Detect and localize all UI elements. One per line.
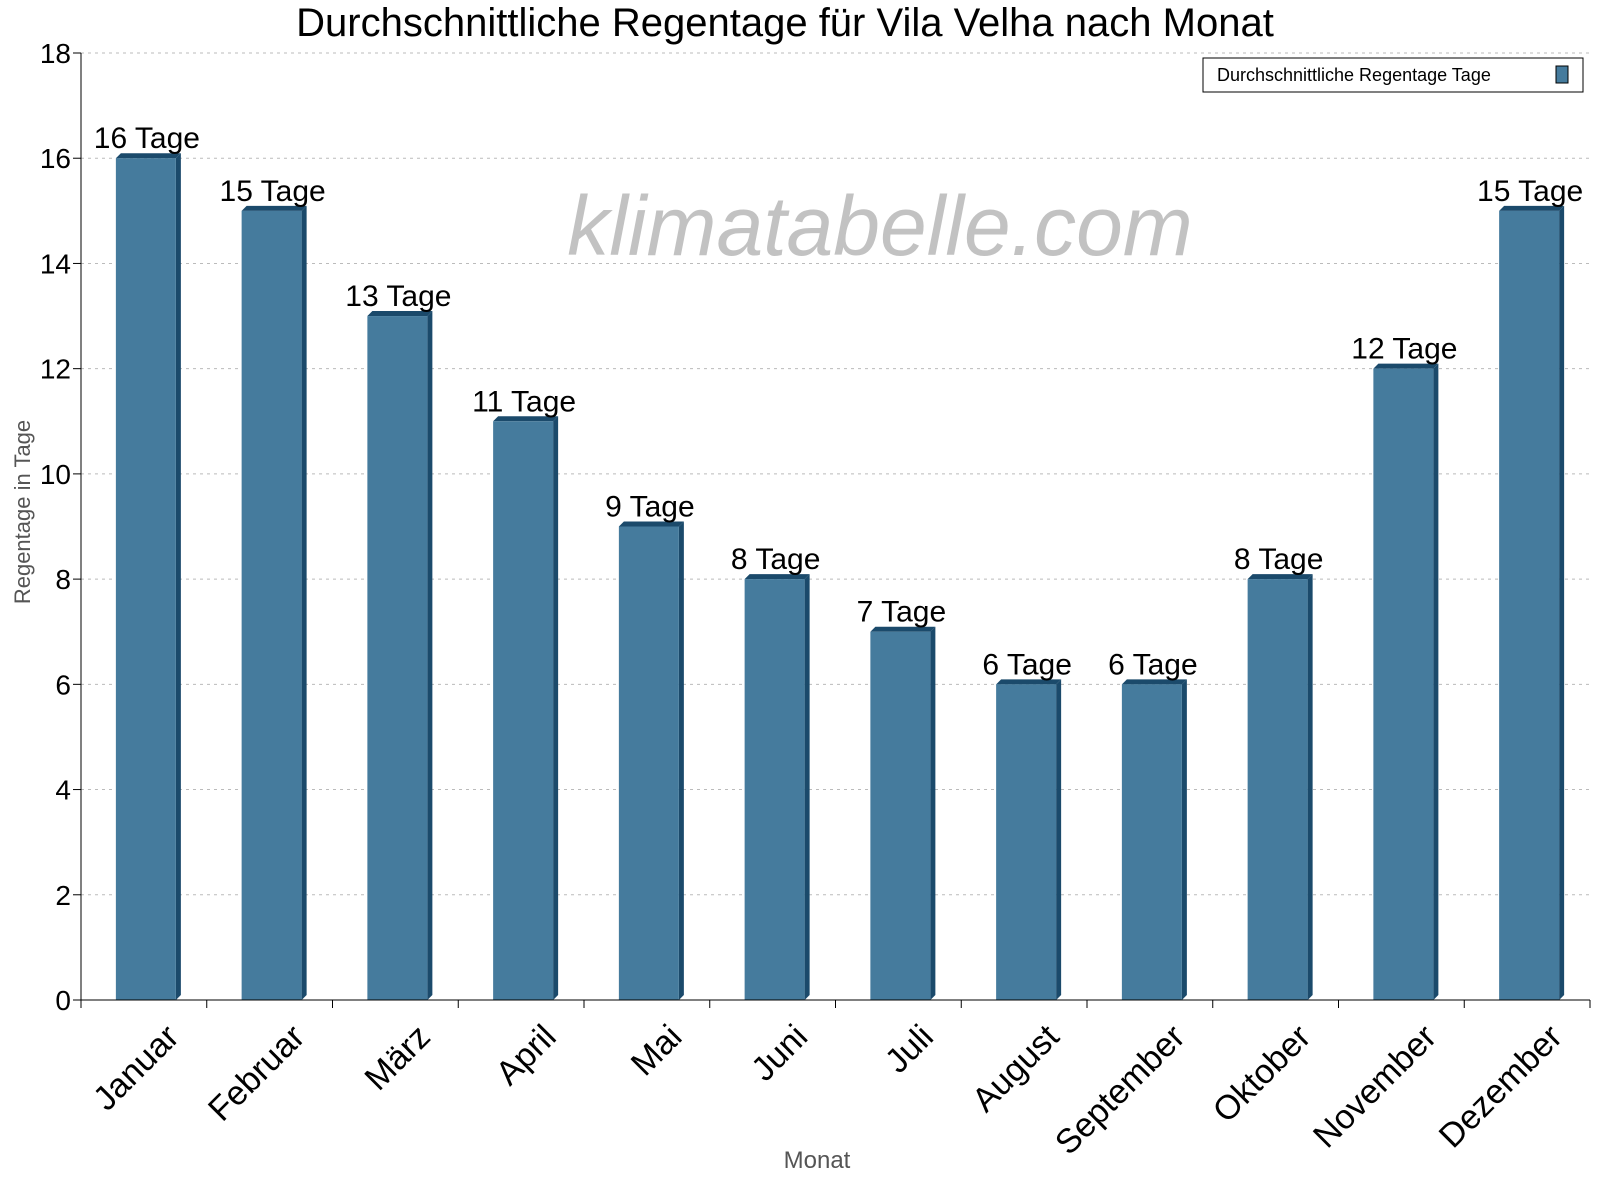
x-axis-label: Monat	[784, 1147, 851, 1174]
data-label: 9 Tage	[605, 491, 695, 524]
bar-group: 15 Tage	[1477, 175, 1583, 1001]
x-tick-label: Juni	[744, 1018, 815, 1089]
y-tick-label: 14	[40, 248, 71, 279]
bar-top	[493, 416, 559, 422]
bar	[744, 579, 805, 1000]
bar-side	[1181, 679, 1187, 1000]
data-label: 13 Tage	[345, 280, 451, 313]
data-label: 15 Tage	[1477, 175, 1583, 208]
bar-top	[618, 521, 684, 527]
bar-group: 7 Tage	[857, 596, 947, 1000]
bar-top	[241, 205, 307, 211]
bar	[241, 210, 302, 1001]
bar-side	[553, 416, 559, 1000]
data-label: 15 Tage	[220, 175, 326, 208]
bar	[996, 684, 1057, 1000]
data-label: 8 Tage	[1234, 543, 1324, 576]
bar	[618, 526, 679, 1000]
x-tick-label: April	[489, 1018, 564, 1093]
data-label: 6 Tage	[1108, 648, 1198, 681]
bar-side	[175, 153, 181, 1000]
bar	[1373, 368, 1434, 1001]
data-label: 16 Tage	[94, 122, 200, 155]
legend: Durchschnittliche Regentage Tage	[1202, 57, 1584, 93]
bar-group: 8 Tage	[1234, 543, 1324, 1000]
bar	[367, 316, 428, 1000]
bar-side	[427, 311, 433, 1000]
y-tick-label: 0	[55, 985, 71, 1016]
bar-top	[1121, 679, 1187, 685]
bar-side	[1307, 574, 1313, 1000]
bar-group: 8 Tage	[731, 543, 821, 1000]
chart-title: Durchschnittliche Regentage für Vila Vel…	[296, 1, 1274, 45]
bar	[1247, 579, 1308, 1000]
bar-top	[1373, 363, 1439, 369]
data-label: 12 Tage	[1351, 333, 1457, 366]
bar-top	[115, 153, 181, 159]
bar-group: 6 Tage	[1108, 648, 1198, 1000]
data-label: 11 Tage	[472, 385, 576, 418]
y-axis-label: Regentage in Tage	[10, 420, 35, 604]
x-tick-label: Oktober	[1206, 1018, 1318, 1130]
data-label: 6 Tage	[982, 648, 1072, 681]
legend-label: Durchschnittliche Regentage Tage	[1217, 65, 1491, 85]
x-tick-label: September	[1048, 1018, 1192, 1162]
y-tick-label: 4	[55, 775, 71, 806]
legend-swatch	[1555, 65, 1569, 84]
data-label: 7 Tage	[857, 596, 947, 629]
bar	[870, 631, 931, 1000]
bar	[493, 421, 554, 1000]
bar	[1121, 684, 1182, 1000]
bar-side	[930, 626, 936, 1000]
x-tick-label: März	[358, 1018, 438, 1098]
x-tick-label: August	[965, 1017, 1067, 1119]
y-tick-label: 6	[55, 669, 71, 700]
y-tick-label: 8	[55, 564, 71, 595]
x-tick-label: Dezember	[1432, 1018, 1570, 1156]
bar-group: 11 Tage	[472, 385, 576, 1000]
y-tick-label: 10	[40, 459, 71, 490]
x-tick-label: Januar	[86, 1018, 186, 1118]
bar-side	[678, 521, 684, 1000]
bar-group: 16 Tage	[94, 122, 200, 1000]
bar-top	[1247, 574, 1313, 580]
x-tick-label: Mai	[624, 1018, 690, 1084]
bar-top	[1499, 205, 1565, 211]
x-tick-label: Februar	[201, 1018, 312, 1129]
x-tick-label: Juli	[878, 1018, 941, 1081]
bar-side	[1559, 205, 1565, 1001]
bar	[1499, 210, 1560, 1001]
y-tick-label: 2	[55, 880, 71, 911]
bar-top	[870, 626, 936, 632]
bar-group: 9 Tage	[605, 491, 695, 1000]
y-tick-label: 18	[40, 38, 71, 69]
legend-box	[1202, 57, 1584, 93]
bar-side	[1056, 679, 1062, 1000]
bar-top	[996, 679, 1062, 685]
bar	[115, 158, 176, 1000]
bar-side	[1433, 363, 1439, 1001]
y-tick-label: 12	[40, 354, 71, 385]
bar-side	[301, 205, 307, 1001]
watermark: klimatabelle.com	[567, 179, 1193, 273]
bar-group: 6 Tage	[982, 648, 1072, 1000]
bar-top	[367, 311, 433, 317]
x-tick-label: November	[1306, 1018, 1444, 1156]
data-label: 8 Tage	[731, 543, 821, 576]
bar-group: 15 Tage	[220, 175, 326, 1001]
bar-group: 12 Tage	[1351, 333, 1457, 1001]
bar-top	[744, 574, 810, 580]
y-tick-label: 16	[40, 143, 71, 174]
bar-group: 13 Tage	[345, 280, 451, 1000]
bar-side	[804, 574, 810, 1000]
